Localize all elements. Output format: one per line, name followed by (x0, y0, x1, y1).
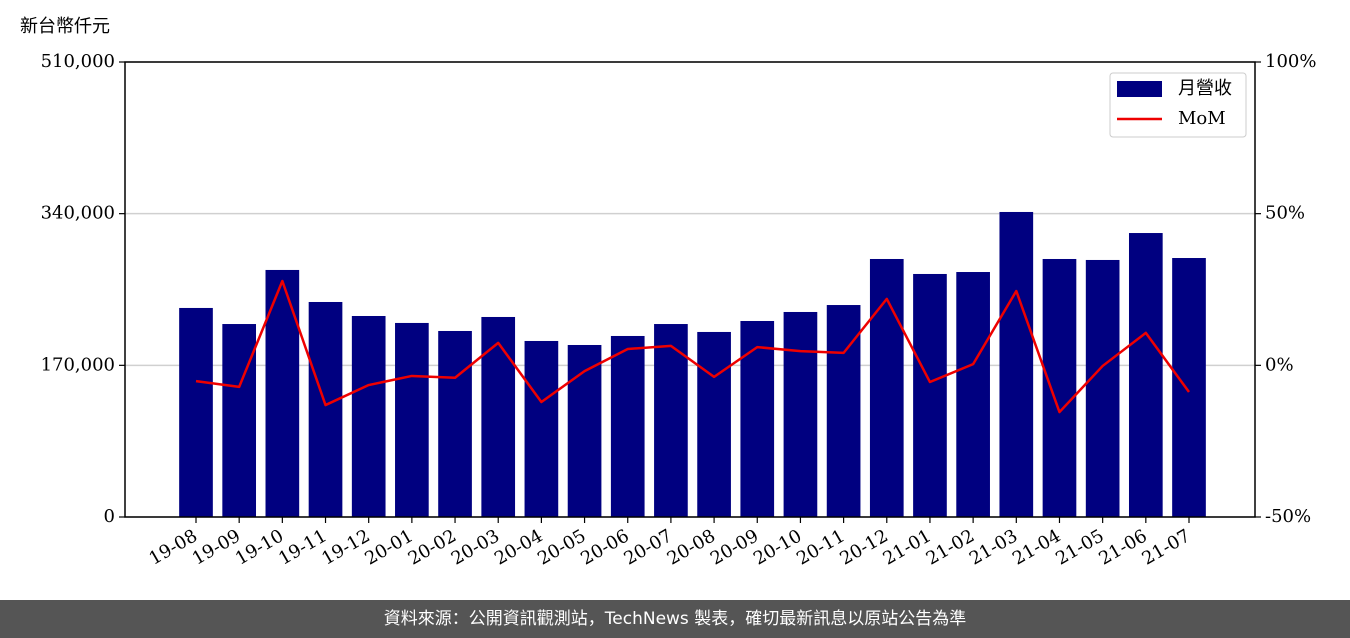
legend-label: MoM (1178, 108, 1226, 129)
bar (524, 340, 559, 517)
x-tick-label: 20-03 (448, 525, 503, 569)
bar (956, 272, 990, 517)
y2-tick-label: 100% (1265, 51, 1316, 72)
x-tick-label: 20-05 (534, 525, 589, 569)
x-tick-label: 20-10 (750, 525, 805, 569)
legend-label: 月營收 (1178, 78, 1232, 99)
bar (869, 258, 904, 517)
x-tick-label: 20-01 (361, 525, 416, 569)
footer: 資料來源：公開資訊觀測站，TechNews 製表，確切最新訊息以原站公告為準 (0, 600, 1350, 638)
y-tick-label: 170,000 (41, 354, 115, 375)
bar (351, 315, 386, 517)
bar (783, 311, 818, 517)
bar (179, 307, 213, 517)
bar (1128, 233, 1163, 517)
y2-tick-label: 0% (1265, 354, 1294, 375)
bar (1172, 258, 1206, 517)
bar (610, 335, 645, 517)
bar (395, 322, 429, 517)
x-tick-label: 21-06 (1095, 525, 1150, 569)
x-tick-label: 19-08 (146, 525, 201, 569)
bar (567, 344, 602, 517)
y-tick-label: 0 (104, 506, 115, 527)
x-tick-label: 20-04 (491, 525, 546, 569)
x-tick-label: 21-03 (966, 525, 1021, 569)
y-tick-label: 340,000 (41, 203, 115, 224)
x-tick-label: 20-09 (707, 525, 762, 569)
y2-tick-label: 50% (1265, 203, 1305, 224)
bar (1042, 258, 1077, 517)
bar (438, 330, 472, 517)
bar (740, 320, 775, 517)
bar (654, 324, 688, 517)
x-tick-label: 19-10 (232, 525, 287, 569)
line (195, 279, 1191, 414)
x-tick-label: 20-02 (405, 525, 460, 569)
x-tick-label: 19-09 (189, 525, 244, 569)
bar (697, 331, 731, 517)
x-tick-label: 19-11 (275, 525, 330, 569)
bar (222, 324, 257, 517)
legend-swatch (1117, 81, 1162, 97)
x-tick-label: 21-02 (923, 525, 978, 569)
bar (308, 301, 343, 517)
x-tick-label: 20-11 (793, 525, 848, 569)
bar (913, 273, 947, 517)
x-tick-label: 20-07 (620, 525, 675, 569)
x-tick-label: 20-12 (836, 525, 891, 569)
x-tick-label: 20-06 (577, 525, 632, 569)
x-tick-label: 21-04 (1009, 525, 1064, 569)
y-axis-label: 新台幣仟元 (20, 16, 110, 37)
x-tick-label: 21-01 (880, 525, 935, 569)
bar (1085, 259, 1120, 517)
x-tick-label: 20-08 (664, 525, 719, 569)
y-tick-label: 510,000 (41, 51, 115, 72)
x-tick-label: 19-12 (318, 525, 373, 569)
chart: 新台幣仟元 0 170,000 340,000 510,000 -50% 0% 50% 100… (20, 16, 1316, 570)
plot-frame (124, 61, 1256, 518)
x-tick-label: 21-07 (1139, 525, 1194, 569)
x-tick-label: 21-05 (1052, 525, 1107, 569)
bar (481, 316, 516, 517)
bar (999, 211, 1034, 518)
y2-tick-label: -50% (1265, 506, 1311, 527)
